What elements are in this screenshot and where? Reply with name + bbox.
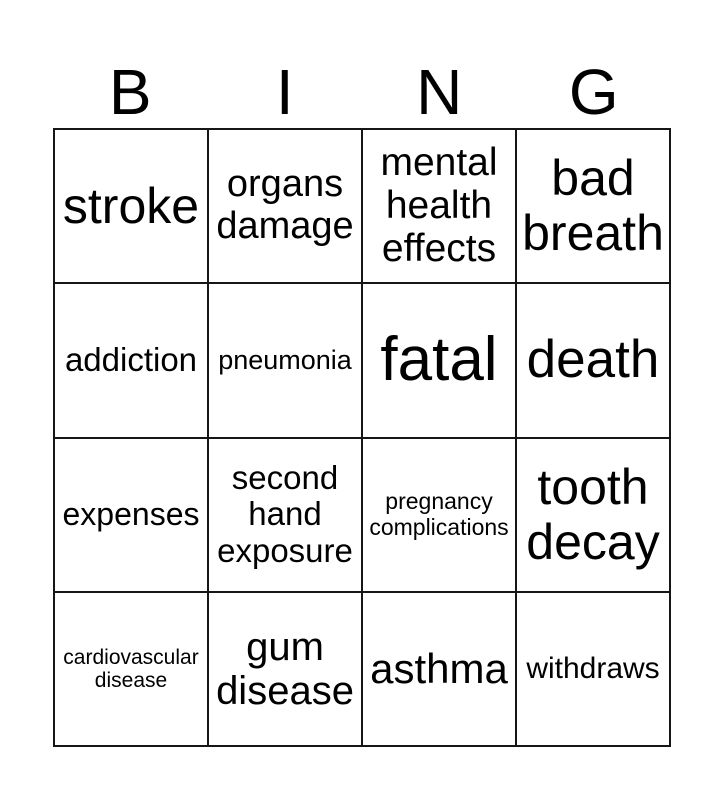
cell-text-bad-breath: bad breath <box>522 150 664 262</box>
bingo-letter-n: N <box>416 56 463 128</box>
bingo-cell-r3c2[interactable]: second hand exposure <box>209 438 361 591</box>
cell-text-addiction: addiction <box>64 341 198 379</box>
cell-text-gum-disease: gum disease <box>216 624 354 713</box>
bingo-letter-g: G <box>568 56 619 128</box>
cell-text-withdraws: withdraws <box>526 652 660 686</box>
bingo-cell-r2c3[interactable]: fatal <box>363 284 515 437</box>
cell-text-cardiovascular-disease: cardiovascular disease <box>63 645 199 692</box>
cell-text-asthma: asthma <box>370 644 508 692</box>
bingo-letter-b: B <box>108 56 152 128</box>
bingo-cell-r1c1[interactable]: stroke <box>55 130 207 283</box>
bingo-cell-r3c4[interactable]: tooth decay <box>517 438 669 591</box>
bingo-cell-r1c2[interactable]: organs damage <box>209 130 361 283</box>
bingo-grid: stroke organs damage mental health effec… <box>53 128 671 747</box>
bingo-cell-r3c1[interactable]: expenses <box>55 438 207 591</box>
bingo-cell-r2c4[interactable]: death <box>517 284 669 437</box>
cell-text-second-hand-exposure: second hand exposure <box>217 459 353 569</box>
cell-text-mental-health-effects: mental health effects <box>380 140 498 270</box>
bingo-title: B I N G <box>53 60 671 124</box>
cell-text-pregnancy-complications: pregnancy complications <box>369 488 509 540</box>
cell-text-organs-damage: organs damage <box>216 163 354 248</box>
bingo-cell-r1c3[interactable]: mental health effects <box>363 130 515 283</box>
bingo-cell-r1c4[interactable]: bad breath <box>517 130 669 283</box>
cell-text-stroke: stroke <box>62 177 200 234</box>
bingo-cell-r4c4[interactable]: withdraws <box>517 592 669 745</box>
bingo-cell-r4c3[interactable]: asthma <box>363 592 515 745</box>
cell-text-tooth-decay: tooth decay <box>526 458 660 570</box>
bingo-cell-r2c1[interactable]: addiction <box>55 284 207 437</box>
bingo-cell-r4c2[interactable]: gum disease <box>209 592 361 745</box>
bingo-cell-r4c1[interactable]: cardiovascular disease <box>55 592 207 745</box>
cell-text-expenses: expenses <box>62 496 200 533</box>
cell-text-fatal: fatal <box>380 325 498 395</box>
cell-text-pneumonia: pneumonia <box>218 344 352 375</box>
cell-text-death: death <box>526 330 660 390</box>
bingo-letter-i: I <box>275 56 294 128</box>
bingo-cell-r2c2[interactable]: pneumonia <box>209 284 361 437</box>
bingo-cell-r3c3[interactable]: pregnancy complications <box>363 438 515 591</box>
